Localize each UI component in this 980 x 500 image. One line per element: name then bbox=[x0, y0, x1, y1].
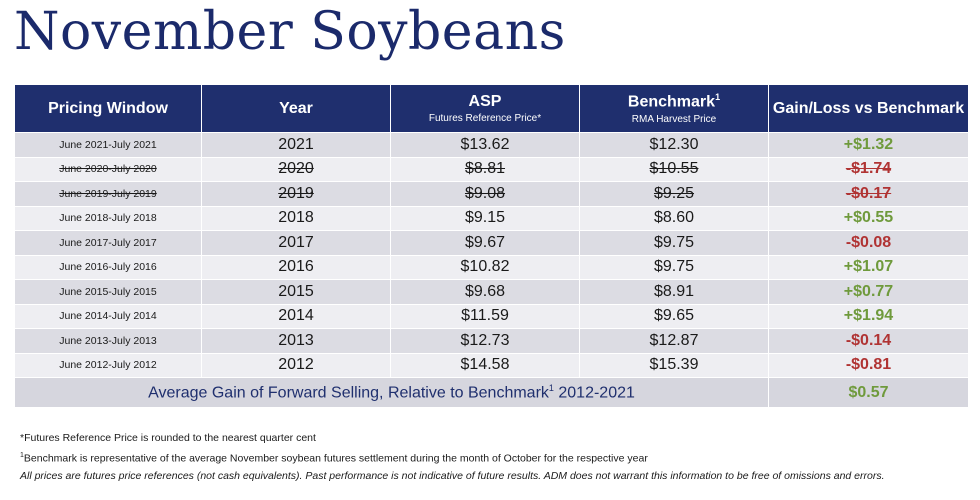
cell-year: 2017 bbox=[201, 230, 391, 256]
cell-gain-loss: -$0.14 bbox=[768, 328, 969, 354]
cell-year: 2019 bbox=[201, 181, 391, 207]
table-row: June 2019-July 2019 2019 $9.08 $9.25 -$0.17 bbox=[14, 181, 969, 207]
cell-benchmark: $12.87 bbox=[579, 328, 769, 354]
average-label: Average Gain of Forward Selling, Relativ… bbox=[14, 377, 769, 408]
cell-gain-loss: -$0.81 bbox=[768, 352, 969, 378]
cell-year: 2014 bbox=[201, 303, 391, 329]
header-asp-subtitle: Futures Reference Price* bbox=[428, 113, 542, 124]
table-row: June 2021-July 2021 2021 $13.62 $12.30 +$1.3… bbox=[14, 132, 969, 158]
header-gain-loss: Gain/Loss vs Benchmark bbox=[768, 84, 969, 133]
average-value: $0.57 bbox=[768, 377, 969, 408]
table-row: June 2013-July 2013 2013 $12.73 $12.87 -$0.1… bbox=[14, 328, 969, 354]
table-row: June 2015-July 2015 2015 $9.68 $8.91 +$0.77 bbox=[14, 279, 969, 305]
cell-gain-loss: -$0.08 bbox=[768, 230, 969, 256]
cell-asp: $14.58 bbox=[390, 352, 580, 378]
header-benchmark-subtitle: RMA Harvest Price bbox=[631, 113, 717, 125]
cell-year: 2020 bbox=[201, 156, 391, 182]
table-row: June 2018-July 2018 2018 $9.15 $8.60 +$0.55 bbox=[14, 205, 969, 231]
cell-year: 2012 bbox=[201, 352, 391, 378]
cell-pricing-window: June 2015-July 2015 bbox=[14, 279, 202, 305]
cell-asp: $12.73 bbox=[390, 328, 580, 354]
cell-gain-loss: +$0.55 bbox=[768, 205, 969, 231]
cell-pricing-window: June 2012-July 2012 bbox=[14, 352, 202, 378]
cell-benchmark: $12.30 bbox=[579, 132, 769, 158]
cell-asp: $10.82 bbox=[390, 254, 580, 280]
cell-benchmark: $8.60 bbox=[579, 205, 769, 231]
average-row: Average Gain of Forward Selling, Relativ… bbox=[14, 377, 969, 408]
footnote-asp: *Futures Reference Price is rounded to t… bbox=[20, 432, 316, 444]
cell-benchmark: $15.39 bbox=[579, 352, 769, 378]
footnote-disclaimer: All prices are futures price references … bbox=[20, 469, 885, 482]
cell-year: 2013 bbox=[201, 328, 391, 354]
cell-pricing-window: June 2016-July 2016 bbox=[14, 254, 202, 280]
cell-benchmark: $9.65 bbox=[579, 303, 769, 329]
table-row: June 2020-July 2020 2020 $8.81 $10.55 -$1.74 bbox=[14, 156, 969, 182]
cell-year: 2015 bbox=[201, 279, 391, 305]
header-benchmark: Benchmark1 RMA Harvest Price bbox=[579, 84, 769, 133]
cell-pricing-window: June 2021-July 2021 bbox=[14, 132, 202, 158]
cell-pricing-window: June 2018-July 2018 bbox=[14, 205, 202, 231]
cell-asp: $11.59 bbox=[390, 303, 580, 329]
footnote-benchmark: 1Benchmark is representative of the aver… bbox=[20, 452, 648, 465]
cell-asp: $9.67 bbox=[390, 230, 580, 256]
cell-asp: $13.62 bbox=[390, 132, 580, 158]
cell-pricing-window: June 2019-July 2019 bbox=[14, 181, 202, 207]
cell-benchmark: $8.91 bbox=[579, 279, 769, 305]
cell-year: 2018 bbox=[201, 205, 391, 231]
table-row: June 2012-July 2012 2012 $14.58 $15.39 -$0.8… bbox=[14, 352, 969, 378]
cell-gain-loss: -$0.17 bbox=[768, 181, 969, 207]
cell-asp: $9.15 bbox=[390, 205, 580, 231]
cell-asp: $9.08 bbox=[390, 181, 580, 207]
cell-pricing-window: June 2017-July 2017 bbox=[14, 230, 202, 256]
cell-gain-loss: +$1.32 bbox=[768, 132, 969, 158]
cell-gain-loss: +$1.94 bbox=[768, 303, 969, 329]
header-pricing-window: Pricing Window bbox=[14, 84, 202, 133]
table-row: June 2016-July 2016 2016 $10.82 $9.75 +$1.07 bbox=[14, 254, 969, 280]
table-row: June 2014-July 2014 2014 $11.59 $9.65 +$1.94 bbox=[14, 303, 969, 329]
page-title: November Soybeans bbox=[14, 2, 566, 62]
cell-pricing-window: June 2013-July 2013 bbox=[14, 328, 202, 354]
cell-gain-loss: +$0.77 bbox=[768, 279, 969, 305]
cell-benchmark: $9.75 bbox=[579, 254, 769, 280]
cell-year: 2021 bbox=[201, 132, 391, 158]
table-header-row: Pricing Window Year ASP Futures Referenc… bbox=[14, 84, 969, 133]
cell-asp: $8.81 bbox=[390, 156, 580, 182]
cell-asp: $9.68 bbox=[390, 279, 580, 305]
cell-pricing-window: June 2020-July 2020 bbox=[14, 156, 202, 182]
cell-pricing-window: June 2014-July 2014 bbox=[14, 303, 202, 329]
footnotes: *Futures Reference Price is rounded to t… bbox=[20, 430, 970, 485]
cell-gain-loss: +$1.07 bbox=[768, 254, 969, 280]
cell-benchmark: $9.25 bbox=[579, 181, 769, 207]
soybean-table: Pricing Window Year ASP Futures Referenc… bbox=[14, 84, 969, 408]
header-year: Year bbox=[201, 84, 391, 133]
cell-year: 2016 bbox=[201, 254, 391, 280]
cell-gain-loss: -$1.74 bbox=[768, 156, 969, 182]
cell-benchmark: $9.75 bbox=[579, 230, 769, 256]
header-asp: ASP Futures Reference Price* bbox=[390, 84, 580, 133]
cell-benchmark: $10.55 bbox=[579, 156, 769, 182]
table-row: June 2017-July 2017 2017 $9.67 $9.75 -$0.08 bbox=[14, 230, 969, 256]
